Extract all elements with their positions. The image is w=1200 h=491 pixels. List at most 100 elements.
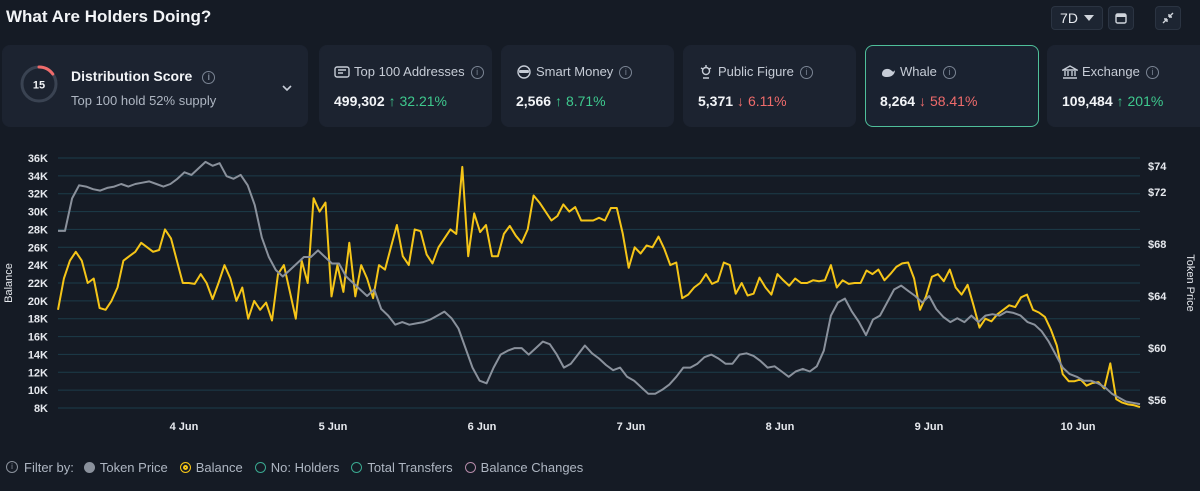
y2-tick-label: $60 [1148,343,1166,355]
legend-item[interactable]: Token Price [83,459,168,475]
y-tick-label: 14K [28,349,48,361]
card-label: Top 100 Addresses i [354,64,484,79]
card-label: Smart Money i [536,64,633,79]
bank-icon [1062,65,1078,79]
card-label-text: Top 100 Addresses [354,64,465,79]
card-exchange[interactable]: Exchange i 109,484 ↑ 201% [1047,45,1200,127]
legend-marker [254,461,266,473]
y-tick-label: 30K [28,207,48,219]
calendar-button[interactable] [1108,6,1134,30]
y-tick-label: 24K [28,260,48,272]
info-icon[interactable]: i [942,66,956,79]
y2-tick-label: $74 [1148,161,1167,173]
change-percent: 201% [1127,93,1164,109]
legend-label: No: Holders [270,459,340,475]
card-label: Exchange i [1082,64,1159,79]
chevron-down-icon [1083,15,1094,21]
y-tick-label: 16K [28,332,48,344]
y2-tick-label: $64 [1148,291,1167,303]
distribution-score-ring: 15 [20,65,58,103]
whale-icon [882,68,895,77]
legend: i Filter by: Token Price Balance No: Holde… [6,458,595,476]
y-tick-label: 32K [28,189,48,201]
x-tick-label: 8 Jun [766,421,795,433]
distribution-score-card[interactable]: 15 Distribution Score i Top 100 hold 52%… [2,45,308,127]
card-value-number: 109,484 [1062,93,1113,109]
page-title: What Are Holders Doing? [6,7,212,26]
info-icon[interactable]: i [799,66,813,79]
y2-tick-label: $72 [1148,187,1166,199]
card-label: Public Figure i [718,64,813,79]
x-tick-label: 9 Jun [915,421,944,433]
change-up: ↑ 201% [1116,93,1164,109]
info-icon[interactable]: i [202,71,216,84]
legend-marker [83,461,95,473]
chevron-down-icon[interactable] [281,82,293,94]
card-value: 5,371 ↓ 6.11% [698,93,787,109]
y2-axis-title: Token Price [1184,254,1196,311]
list-icon [334,66,350,78]
change-percent: 58.41% [929,93,978,109]
legend-item[interactable]: Balance Changes [464,459,584,475]
holders-chart[interactable]: 36K 34K 32K 30K 28K 26K 24K 22K 20K 18K 16K 14K 12K 1… [0,140,1200,440]
x-tick-label: 5 Jun [319,421,348,433]
legend-marker [179,461,191,473]
range-dropdown[interactable]: 7D [1051,6,1103,30]
card-smart-money[interactable]: Smart Money i 2,566 ↑ 8.71% [501,45,674,127]
legend-marker [351,461,363,473]
info-icon[interactable]: i [470,66,484,79]
info-icon[interactable]: i [619,66,633,79]
card-label: Whale i [900,64,956,79]
public-figure-icon [700,65,712,79]
x-tick-label: 4 Jun [170,421,199,433]
card-value: 2,566 ↑ 8.71% [516,93,606,109]
info-icon[interactable]: i [1145,66,1159,79]
legend-marker [464,461,476,473]
change-percent: 32.21% [399,93,447,109]
y-tick-label: 26K [28,242,48,254]
card-value: 8,264 ↓ 58.41% [880,93,977,109]
distribution-title-text: Distribution Score [71,68,193,84]
y2-tick-label: $68 [1148,239,1166,251]
collapse-icon [1162,12,1174,24]
y-axis-title: Balance [3,263,15,303]
legend-label: Total Transfers [367,459,453,475]
y2-tick-label: $56 [1148,395,1166,407]
card-public-figure[interactable]: Public Figure i 5,371 ↓ 6.11% [683,45,856,127]
change-up: ↑ 32.21% [388,93,447,109]
change-up: ↑ 8.71% [555,93,606,109]
card-label-text: Public Figure [718,64,794,79]
collapse-button[interactable] [1155,6,1181,30]
y-tick-label: 36K [28,153,48,165]
change-percent: 6.11% [747,93,787,109]
legend-item[interactable]: No: Holders [254,459,340,475]
card-label-text: Whale [900,64,937,79]
y-tick-label: 34K [28,171,48,183]
y-tick-label: 18K [28,314,48,326]
y-tick-label: 22K [28,278,48,290]
range-label: 7D [1060,10,1078,26]
change-down: ↓ 58.41% [919,93,978,109]
legend-item[interactable]: Total Transfers [351,459,453,475]
card-whale[interactable]: Whale i 8,264 ↓ 58.41% [865,45,1039,127]
card-label-text: Exchange [1082,64,1140,79]
x-tick-label: 7 Jun [617,421,646,433]
legend-label: Token Price [99,459,168,475]
legend-label: Balance Changes [480,459,584,475]
y-tick-label: 8K [34,403,48,415]
distribution-score-title: Distribution Score i [71,68,216,84]
card-top-100-addresses[interactable]: Top 100 Addresses i 499,302 ↑ 32.21% [319,45,492,127]
smart-money-icon [517,65,531,79]
y-tick-label: 12K [28,367,48,379]
calendar-icon [1115,13,1127,24]
y-tick-label: 20K [28,296,48,308]
header: What Are Holders Doing? 7D [0,0,1200,36]
legend-item[interactable]: Balance [179,460,243,475]
token-price-line [58,160,1141,406]
y-tick-label: 28K [28,224,48,236]
balance-line [57,165,1141,409]
card-value: 499,302 ↑ 32.21% [334,93,447,109]
distribution-score-value: 15 [33,80,45,92]
change-down: ↓ 6.11% [737,93,787,109]
y-tick-label: 10K [28,385,48,397]
